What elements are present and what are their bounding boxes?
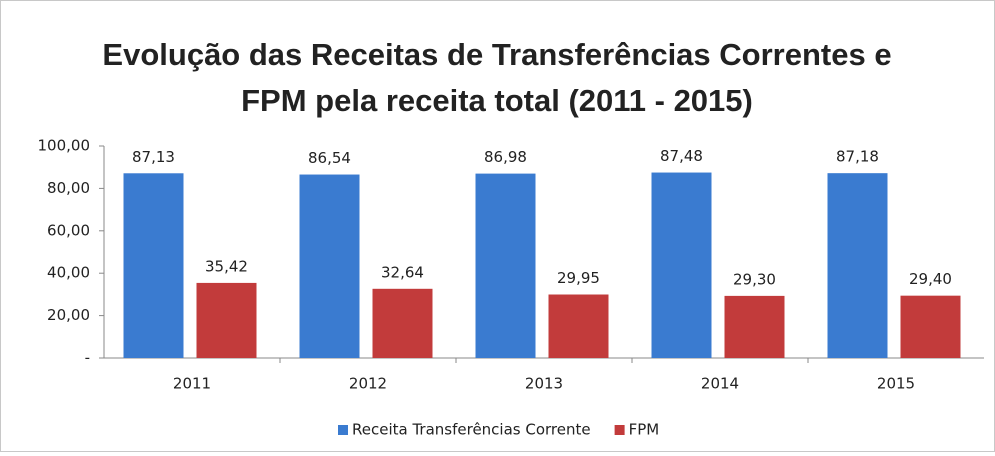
bar <box>900 295 961 358</box>
y-tick-label: 100,00 <box>38 137 91 155</box>
y-tick-label: 80,00 <box>47 179 90 197</box>
data-label: 86,98 <box>484 148 527 166</box>
data-label: 29,95 <box>557 269 600 287</box>
bar <box>123 173 184 358</box>
bar <box>196 282 257 358</box>
x-tick-label: 2013 <box>525 375 563 393</box>
y-tick-label: 20,00 <box>47 306 90 324</box>
data-label: 32,64 <box>381 263 424 281</box>
bar <box>475 173 536 358</box>
data-label: 87,48 <box>660 147 703 165</box>
bar <box>651 172 712 358</box>
legend-swatch <box>338 425 348 435</box>
data-label: 87,18 <box>836 148 879 166</box>
chart-title: FPM pela receita total (2011 - 2015) <box>241 83 753 118</box>
legend-label: FPM <box>629 421 660 439</box>
data-label: 35,42 <box>205 257 248 275</box>
data-label: 86,54 <box>308 149 351 167</box>
bar <box>827 173 888 358</box>
bar <box>548 294 609 358</box>
x-tick-label: 2012 <box>349 375 387 393</box>
legend-label: Receita Transferências Corrente <box>352 421 591 439</box>
data-label: 87,13 <box>132 148 175 166</box>
x-tick-label: 2014 <box>701 375 739 393</box>
legend-swatch <box>614 425 625 435</box>
x-tick-label: 2015 <box>877 375 915 393</box>
data-label: 29,40 <box>909 270 952 288</box>
bar <box>372 288 433 358</box>
y-tick-label: - <box>85 349 90 367</box>
data-label: 29,30 <box>733 270 776 288</box>
bar <box>299 174 360 358</box>
x-tick-label: 2011 <box>173 375 211 393</box>
y-tick-label: 60,00 <box>47 221 90 239</box>
bar <box>724 295 785 358</box>
chart-title: Evolução das Receitas de Transferências … <box>102 37 891 72</box>
y-tick-label: 40,00 <box>47 264 90 282</box>
